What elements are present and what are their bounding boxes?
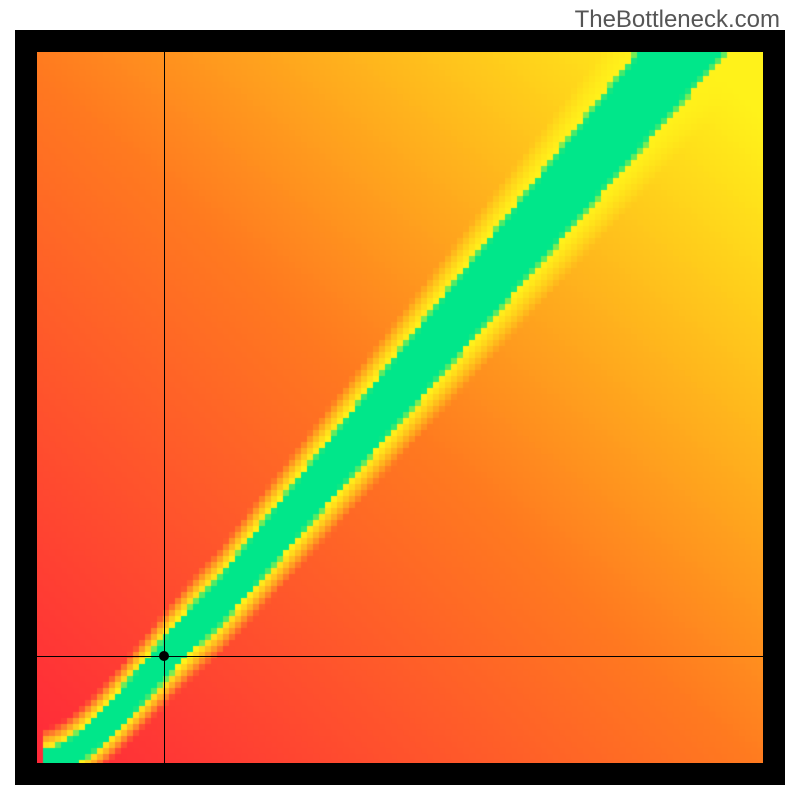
crosshair-horizontal bbox=[37, 656, 763, 657]
chart-frame bbox=[15, 30, 785, 785]
heatmap-plot bbox=[37, 52, 763, 763]
watermark-text: TheBottleneck.com bbox=[575, 6, 780, 34]
data-point-marker bbox=[159, 651, 169, 661]
